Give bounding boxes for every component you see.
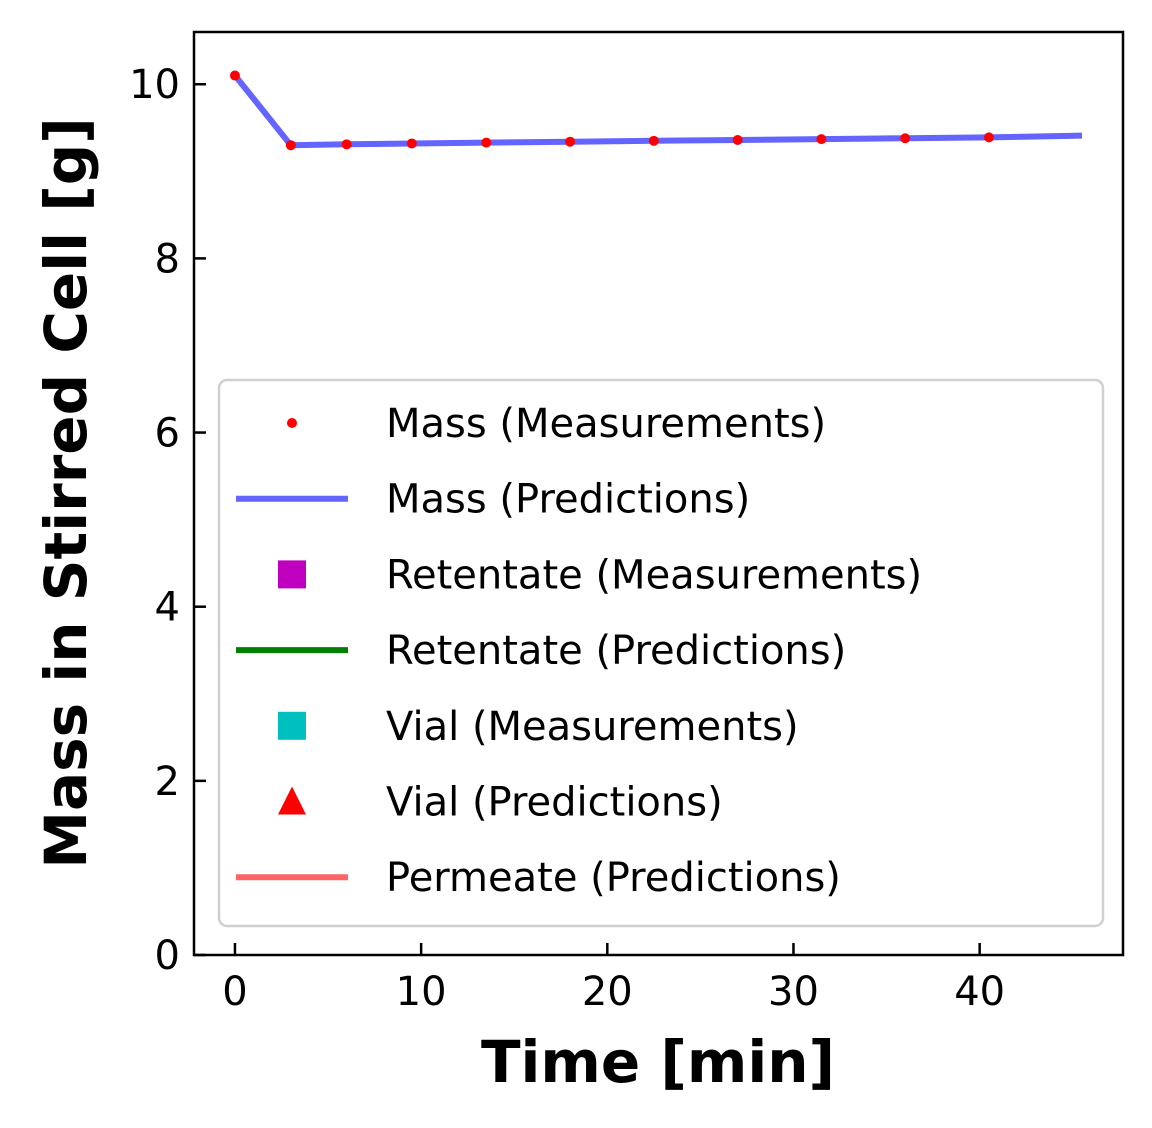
data-point xyxy=(732,134,743,145)
legend-label: Permeate (Predictions) xyxy=(386,855,841,901)
legend-label: Mass (Measurements) xyxy=(386,401,826,447)
legend-label: Retentate (Predictions) xyxy=(386,628,846,674)
legend: Mass (Measurements) Mass (Predictions) Ret… xyxy=(217,378,1105,928)
legend-marker-swatch xyxy=(278,711,306,740)
legend-label: Vial (Measurements) xyxy=(386,704,799,750)
x-tick-label: 20 xyxy=(582,969,633,1015)
data-point xyxy=(900,133,911,144)
x-tick-label: 30 xyxy=(768,969,819,1015)
legend-label: Vial (Predictions) xyxy=(386,780,723,826)
x-tick-label: 40 xyxy=(954,969,1005,1015)
y-tick-label: 10 xyxy=(129,62,180,108)
plot-frame xyxy=(192,30,1125,957)
data-point xyxy=(648,135,659,146)
legend-marker-swatch xyxy=(287,418,297,428)
data-point xyxy=(341,139,352,150)
y-tick-label: 8 xyxy=(155,236,180,282)
x-axis-title: Time [min] xyxy=(481,1028,835,1096)
plot-area xyxy=(229,70,1083,151)
x-tick-label: 0 xyxy=(222,969,247,1015)
y-tick-label: 2 xyxy=(155,759,180,805)
x-tick-label: 10 xyxy=(396,969,447,1015)
data-point xyxy=(565,136,576,147)
legend-frame xyxy=(217,378,1105,928)
legend-label: Retentate (Measurements) xyxy=(386,552,922,598)
legend-marker-swatch xyxy=(278,560,306,589)
y-axis-title: Mass in Stirred Cell [g] xyxy=(32,117,100,868)
legend-label: Mass (Predictions) xyxy=(386,477,750,523)
y-tick-label: 0 xyxy=(155,933,180,979)
series-line-1 xyxy=(232,73,1083,149)
data-point xyxy=(983,132,994,143)
legend-marker-swatch xyxy=(278,786,306,815)
data-point xyxy=(816,134,827,145)
y-tick-label: 6 xyxy=(155,411,180,457)
data-point xyxy=(481,137,492,148)
data-point xyxy=(229,70,240,81)
data-point xyxy=(406,138,417,149)
data-point xyxy=(285,140,296,151)
y-tick-label: 4 xyxy=(155,585,180,631)
axis-ticks: 0 10 20 30 40 0 2 4 6 8 10 xyxy=(129,62,1005,1015)
